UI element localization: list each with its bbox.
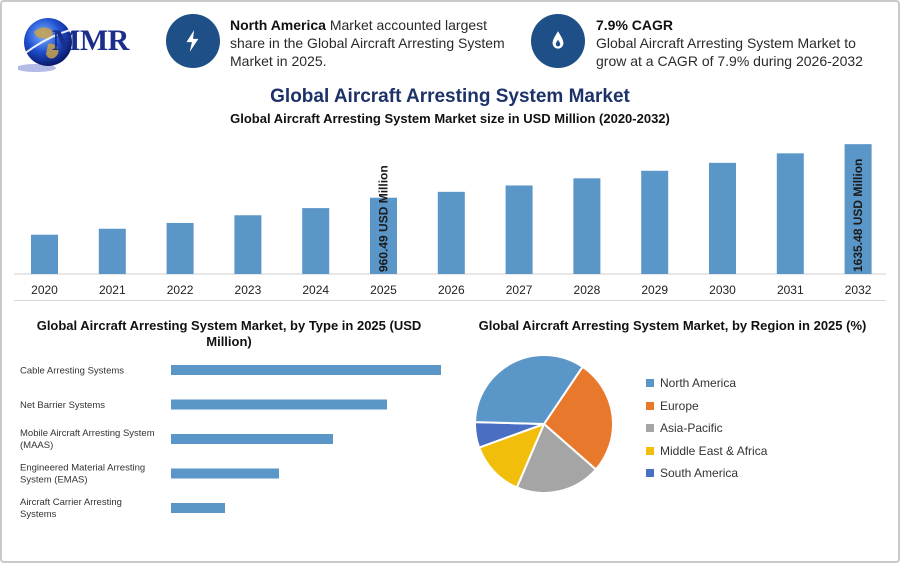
info-north-america-text: Market accounted largest share in the Gl… [230, 17, 505, 69]
legend-label: Middle East & Africa [660, 443, 768, 458]
pie-slice-middle-east-africa [477, 422, 546, 489]
info-north-america: North America Market accounted largest s… [230, 16, 512, 70]
legend-label: North America [660, 376, 737, 391]
type-label-0: Cable Arresting Systems [20, 366, 124, 377]
info-cagr-bold: 7.9% CAGR [596, 17, 674, 33]
pie-slice-north-america [474, 354, 584, 426]
region-legend: North America Europe Asia-Pacific Middle Ea… [646, 372, 767, 485]
type-bar-3 [171, 468, 279, 479]
legend-label: Europe [660, 398, 699, 413]
legend-item: Europe [646, 395, 767, 418]
x-tick-label-2028: 2028 [574, 283, 601, 297]
bar-2023 [234, 215, 262, 274]
legend-item: Middle East & Africa [646, 440, 767, 463]
region-chart-title: Global Aircraft Arresting System Market,… [478, 318, 867, 333]
type-bar-4 [171, 503, 225, 513]
pie-slice-europe [542, 365, 614, 471]
legend-swatch [646, 424, 654, 433]
bar-2026 [437, 191, 465, 274]
mmr-globe-logo-icon [18, 18, 105, 72]
section-divider [14, 300, 886, 301]
legend-item: Asia-Pacific [646, 417, 767, 440]
legend-label: Asia-Pacific [660, 421, 723, 436]
legend-label: South America [660, 466, 739, 481]
x-tick-label-2026: 2026 [438, 283, 465, 297]
legend-swatch [646, 401, 654, 410]
x-tick-label-2021: 2021 [99, 283, 126, 297]
x-tick-label-2024: 2024 [302, 283, 329, 297]
legend-swatch [646, 446, 654, 455]
type-label-1: Net Barrier Systems [20, 400, 105, 411]
data-label-2032: 1635.48 USD Million [851, 159, 865, 272]
type-bar-2 [171, 434, 333, 444]
type-bar-1 [171, 399, 387, 410]
bar-2031 [776, 153, 804, 274]
legend-swatch [646, 469, 654, 478]
bar-2027 [505, 185, 533, 274]
x-tick-label-2029: 2029 [641, 283, 668, 297]
type-label-2: Mobile Aircraft Arresting System (MAAS) [20, 428, 155, 451]
page-title: Global Aircraft Arresting System Market [270, 86, 630, 107]
bar-2020 [31, 234, 58, 274]
x-tick-label-2031: 2031 [777, 283, 804, 297]
drop-icon [531, 14, 585, 68]
x-tick-label-2030: 2030 [709, 283, 736, 297]
bar-2032 [844, 144, 872, 274]
type-bar-0 [171, 365, 441, 375]
legend-swatch [646, 379, 654, 388]
info-north-america-bold: North America [230, 17, 326, 33]
brand-logo-text: MMR [52, 24, 129, 57]
x-tick-label-2023: 2023 [235, 283, 262, 297]
type-chart-title: Global Aircraft Arresting System Market,… [36, 318, 422, 349]
info-cagr: 7.9% CAGR Global Aircraft Arresting Syst… [596, 16, 886, 70]
x-tick-label-2022: 2022 [167, 283, 194, 297]
x-tick-label-2020: 2020 [31, 283, 58, 297]
bar-2030 [709, 162, 736, 274]
bar-2029 [641, 170, 669, 274]
bar-2022 [166, 222, 194, 274]
pie-slice-asia-pacific [515, 422, 598, 494]
type-label-4: Aircraft Carrier Arresting Systems [20, 497, 122, 520]
bar-2024 [302, 208, 330, 274]
lightning-icon [166, 14, 220, 68]
x-tick-label-2032: 2032 [845, 283, 872, 297]
type-label-3: Engineered Material Arresting System (EMA… [20, 463, 145, 486]
data-label-2025: 960.49 USD Million [377, 165, 391, 272]
x-tick-label-2025: 2025 [370, 283, 397, 297]
bar-chart-title: Global Aircraft Arresting System Market … [230, 111, 670, 126]
info-cagr-text: Global Aircraft Arresting System Market … [596, 35, 863, 69]
x-tick-label-2027: 2027 [506, 283, 533, 297]
legend-item: North America [646, 372, 767, 395]
legend-item: South America [646, 462, 767, 485]
bar-2025 [370, 197, 397, 274]
bar-2028 [573, 178, 601, 274]
bar-2021 [98, 228, 126, 274]
